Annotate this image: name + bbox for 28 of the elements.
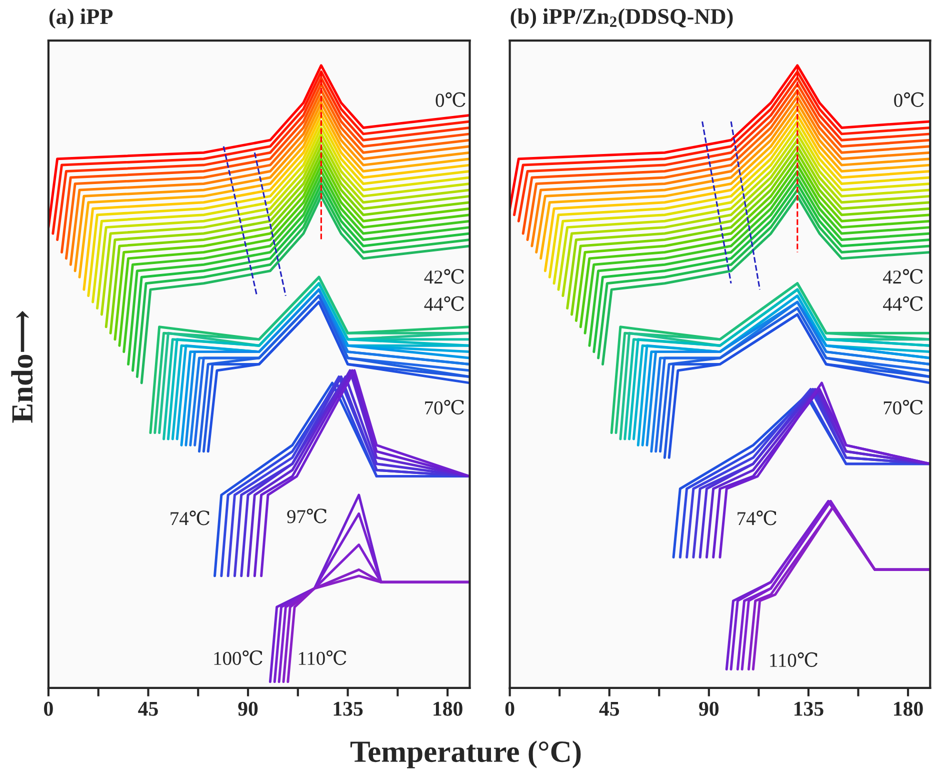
annotation: 110℃ xyxy=(298,650,346,666)
annotation: 42℃ xyxy=(424,269,464,284)
x-tick-label: 0 xyxy=(505,702,514,716)
x-tick-label: 180 xyxy=(434,702,462,716)
x-tick-label: 180 xyxy=(894,702,923,716)
chart-title: (b) iPP/Zn$_{2}$(DDSQ-ND) xyxy=(510,8,733,28)
x-tick-label: 135 xyxy=(794,702,824,716)
annotation: 0℃ xyxy=(436,92,466,108)
x-axis-title: Temperature (°C) xyxy=(350,740,581,768)
annotation: 0℃ xyxy=(894,92,924,108)
annotation: 97℃ xyxy=(287,508,327,524)
annotation: 70℃ xyxy=(425,400,464,415)
annotation: 44℃ xyxy=(424,296,464,311)
x-tick-label: 45 xyxy=(138,702,158,716)
annotation: 74℃ xyxy=(170,510,210,526)
annotation: 44℃ xyxy=(883,296,923,311)
annotation: 70℃ xyxy=(884,400,923,415)
annotation: 100℃ xyxy=(214,650,262,666)
chart-title: (a) iPP xyxy=(49,8,113,29)
x-tick-label: 45 xyxy=(599,702,620,716)
y-axis-title: Endo⟶ xyxy=(11,311,33,423)
x-tick-label: 135 xyxy=(334,702,363,716)
x-tick-label: 90 xyxy=(238,702,258,716)
annotation: 74℃ xyxy=(738,510,776,526)
x-tick-label: 0 xyxy=(44,702,53,716)
annotation: 42℃ xyxy=(883,269,923,284)
annotation: 110℃ xyxy=(770,652,818,668)
x-tick-label: 90 xyxy=(699,702,719,716)
